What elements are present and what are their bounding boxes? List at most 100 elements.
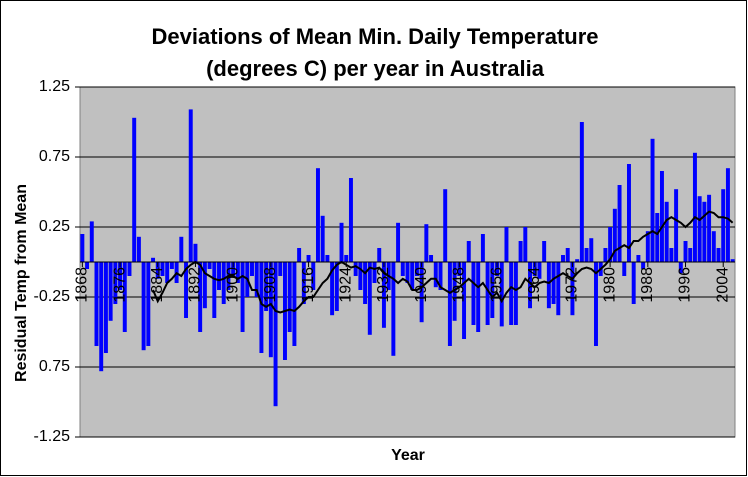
bar xyxy=(495,262,500,276)
x-tick-label: 1932 xyxy=(375,267,392,303)
bar xyxy=(80,234,85,262)
bar xyxy=(127,262,132,276)
bar xyxy=(169,262,174,269)
bar xyxy=(707,194,712,262)
bar xyxy=(381,262,386,328)
bar xyxy=(447,262,452,346)
x-tick-label: 1988 xyxy=(639,267,656,303)
bar xyxy=(622,262,627,276)
bar xyxy=(391,262,396,356)
bar xyxy=(405,262,410,283)
bar xyxy=(179,236,184,262)
bar xyxy=(132,117,137,262)
bar xyxy=(240,262,245,332)
bar xyxy=(311,262,316,290)
bar xyxy=(400,262,405,276)
x-tick-label: 1940 xyxy=(413,267,430,303)
bar xyxy=(212,262,217,318)
bar xyxy=(523,227,528,262)
bar xyxy=(725,168,730,262)
bar xyxy=(730,259,735,262)
bar xyxy=(466,241,471,262)
bar xyxy=(626,164,631,262)
bar xyxy=(659,171,664,262)
bar xyxy=(250,262,254,276)
bar xyxy=(235,262,240,283)
bar xyxy=(165,262,170,283)
bar xyxy=(320,215,325,262)
x-tick-label: 1908 xyxy=(262,267,279,303)
x-tick-label: 2004 xyxy=(714,267,731,303)
bar xyxy=(306,255,311,262)
bar xyxy=(617,185,622,262)
bar xyxy=(155,262,160,279)
bar xyxy=(551,262,556,304)
bar xyxy=(570,262,575,316)
bar xyxy=(480,234,485,262)
bar xyxy=(589,238,594,262)
x-tick-label: 1956 xyxy=(488,267,505,303)
bar xyxy=(556,262,561,316)
bar xyxy=(457,262,462,276)
bar xyxy=(429,255,434,262)
bar xyxy=(372,262,377,283)
bar xyxy=(490,262,495,318)
bar xyxy=(198,262,203,332)
bar xyxy=(353,262,358,276)
bar xyxy=(641,262,646,269)
bar xyxy=(419,262,424,323)
bar xyxy=(377,248,382,262)
bar xyxy=(504,227,509,262)
bar xyxy=(358,262,363,290)
bar xyxy=(146,262,151,346)
bar xyxy=(118,262,123,290)
bar xyxy=(221,262,226,304)
bar xyxy=(410,262,415,290)
bar xyxy=(160,262,165,276)
y-tick-label: -0.25 xyxy=(34,288,71,305)
bar xyxy=(678,262,683,274)
bar xyxy=(188,109,193,263)
x-tick-label: 1972 xyxy=(564,267,581,303)
bar xyxy=(645,231,650,262)
bar xyxy=(344,255,349,262)
bar xyxy=(273,262,278,407)
bar xyxy=(89,221,94,262)
trend-line xyxy=(152,210,734,314)
bar xyxy=(330,262,335,316)
bar xyxy=(301,262,306,304)
bar xyxy=(207,262,212,269)
bar xyxy=(716,248,721,262)
bar xyxy=(339,222,344,262)
x-tick-label: 1996 xyxy=(677,267,694,303)
bar xyxy=(193,243,198,262)
bar xyxy=(721,189,726,262)
x-tick-label: 1868 xyxy=(74,267,91,303)
bar xyxy=(94,262,99,346)
bar xyxy=(396,222,401,262)
bar xyxy=(264,262,269,311)
x-tick-label: 1948 xyxy=(451,267,468,303)
bar xyxy=(476,262,481,332)
y-tick-label: 0.75 xyxy=(39,358,70,375)
x-tick-label: 1876 xyxy=(111,267,128,303)
bar xyxy=(692,152,697,262)
bar xyxy=(184,262,189,318)
bar xyxy=(509,262,514,325)
bar xyxy=(565,248,570,262)
bar xyxy=(268,262,273,358)
bar xyxy=(608,227,613,262)
bar xyxy=(688,248,693,262)
bar xyxy=(664,201,669,262)
bar xyxy=(697,196,702,262)
bar xyxy=(85,262,90,269)
bar xyxy=(443,189,448,262)
bar xyxy=(603,248,608,262)
bar xyxy=(669,248,674,262)
y-axis-label: Residual Temp from Mean xyxy=(13,184,30,382)
bar xyxy=(561,255,565,262)
bar xyxy=(122,262,127,332)
bar xyxy=(485,262,490,325)
bar xyxy=(254,262,259,297)
